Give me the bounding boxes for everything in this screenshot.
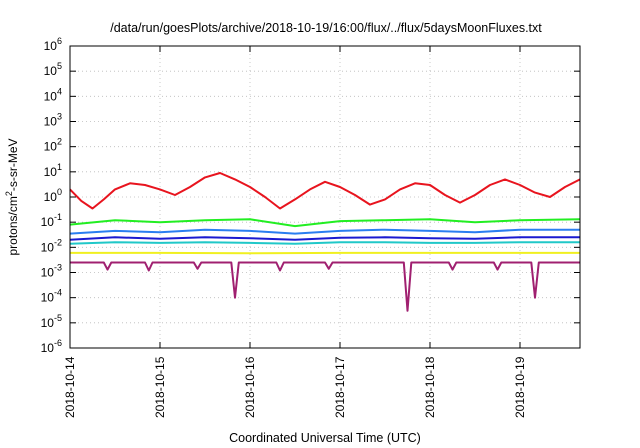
y-axis-label-post: -s-sr-MeV [6, 138, 20, 191]
y-tick-base: 10 [44, 115, 58, 129]
plot-frame [69, 45, 581, 349]
x-tick-label: 2018-10-16 [243, 356, 257, 418]
y-tick-exponent: -3 [54, 263, 62, 273]
y-tick-base: 10 [44, 39, 58, 53]
y-axis-label-sup: 2 [4, 191, 14, 196]
y-tick-base: 10 [44, 165, 58, 179]
y-axis-label: protons/cm2-s-sr-MeV [4, 138, 20, 255]
y-tick-base: 10 [41, 266, 55, 280]
y-tick-base: 10 [44, 64, 58, 78]
y-tick-exponent: -6 [54, 338, 62, 348]
y-tick-label: 10-5 [41, 313, 62, 330]
y-tick-base: 10 [44, 140, 58, 154]
y-tick-label: 10-4 [41, 288, 62, 305]
y-axis-label-pre: protons/cm [6, 196, 20, 255]
x-tick-label: 2018-10-19 [513, 356, 527, 418]
series-line-2 [69, 218, 581, 228]
x-tick-labels: 2018-10-14 2018-10-15 2018-10-16 2018-10-17… [63, 356, 527, 418]
y-tick-label: 10-2 [41, 237, 62, 254]
y-tick-label: 106 [44, 36, 62, 53]
series-line-3 [69, 228, 580, 235]
y-tick-base: 10 [44, 190, 58, 204]
y-tick-exponent: 0 [57, 187, 62, 197]
y-tick-base: 10 [41, 215, 55, 229]
y-tick-exponent: 1 [57, 162, 62, 172]
y-tick-base: 10 [41, 341, 55, 355]
y-tick-label: 10-1 [41, 212, 62, 229]
x-tick-label: 2018-10-18 [423, 356, 437, 418]
y-tick-exponent: -1 [54, 212, 62, 222]
y-tick-label: 100 [44, 187, 62, 204]
series-line-4 [69, 236, 580, 241]
y-tick-exponent: 5 [57, 61, 62, 71]
series-line-7 [70, 261, 580, 312]
series-line-5 [69, 241, 580, 245]
x-tick-label: 2018-10-15 [153, 356, 167, 418]
y-tick-base: 10 [41, 316, 55, 330]
y-tick-exponent: -4 [54, 288, 62, 298]
x-tick-label: 2018-10-14 [63, 356, 77, 418]
y-tick-exponent: 4 [57, 86, 62, 96]
y-tick-base: 10 [44, 89, 58, 103]
y-tick-label: 101 [44, 162, 62, 179]
y-tick-label: 10-3 [41, 263, 62, 280]
y-tick-label: 10-6 [41, 338, 62, 355]
y-tick-exponent: 3 [57, 112, 62, 122]
y-tick-exponent: -2 [54, 237, 62, 247]
y-tick-exponent: 2 [57, 137, 62, 147]
y-tick-base: 10 [41, 240, 55, 254]
x-axis-label: Coordinated Universal Time (UTC) [229, 431, 421, 445]
y-tick-exponent: -5 [54, 313, 62, 323]
grid [69, 45, 580, 349]
y-tick-base: 10 [41, 291, 55, 305]
y-tick-label: 102 [44, 137, 62, 154]
y-tick-exponent: 6 [57, 36, 62, 46]
y-tick-labels: 10610510410310210110010-110-210-310-410-… [41, 36, 62, 355]
chart-title: /data/run/goesPlots/archive/2018-10-19/1… [110, 21, 542, 35]
y-tick-label: 104 [44, 86, 62, 103]
series-line-1 [69, 172, 581, 210]
y-tick-label: 105 [44, 61, 62, 78]
y-tick-label: 103 [44, 112, 62, 129]
x-tick-label: 2018-10-17 [333, 356, 347, 418]
series-layer [69, 172, 581, 312]
